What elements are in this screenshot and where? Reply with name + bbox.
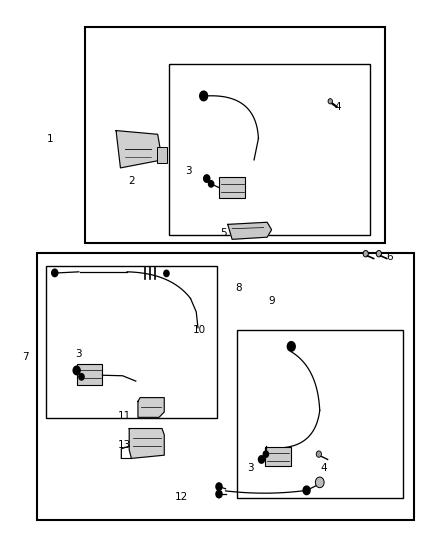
- Bar: [237, 330, 403, 498]
- Bar: [37, 253, 414, 520]
- Text: 5: 5: [220, 228, 227, 238]
- Circle shape: [328, 99, 332, 104]
- Bar: [46, 266, 217, 418]
- Bar: [157, 147, 167, 163]
- Text: 9: 9: [268, 296, 275, 306]
- Polygon shape: [116, 131, 162, 168]
- Circle shape: [216, 483, 222, 490]
- Circle shape: [52, 269, 58, 277]
- Text: 3: 3: [247, 463, 254, 473]
- Circle shape: [315, 477, 324, 488]
- Circle shape: [216, 490, 222, 498]
- Circle shape: [287, 342, 295, 351]
- Circle shape: [208, 181, 214, 187]
- Bar: [169, 64, 370, 235]
- Circle shape: [204, 175, 210, 182]
- Circle shape: [303, 486, 310, 495]
- Text: 3: 3: [185, 166, 192, 175]
- Circle shape: [263, 451, 268, 457]
- Text: 13: 13: [118, 440, 131, 450]
- Bar: [85, 27, 385, 243]
- Polygon shape: [228, 222, 272, 239]
- Text: 11: 11: [118, 411, 131, 421]
- Text: 8: 8: [235, 283, 242, 293]
- Text: 3: 3: [75, 350, 82, 359]
- Bar: [265, 447, 291, 466]
- Text: 4: 4: [334, 102, 341, 111]
- Circle shape: [363, 251, 368, 257]
- Text: 12: 12: [175, 492, 188, 502]
- Text: 4: 4: [321, 463, 328, 473]
- Bar: [77, 364, 102, 385]
- Circle shape: [164, 270, 169, 277]
- Text: 6: 6: [386, 252, 393, 262]
- Circle shape: [376, 251, 381, 257]
- Text: 7: 7: [22, 352, 29, 362]
- Circle shape: [79, 374, 84, 380]
- Text: 10: 10: [193, 326, 206, 335]
- Polygon shape: [138, 398, 164, 417]
- Bar: [219, 177, 245, 198]
- Text: 1: 1: [47, 134, 54, 143]
- Polygon shape: [129, 429, 164, 458]
- Text: 2: 2: [128, 176, 135, 186]
- Circle shape: [258, 456, 265, 463]
- Circle shape: [200, 91, 208, 101]
- Circle shape: [316, 451, 321, 457]
- Circle shape: [73, 366, 80, 375]
